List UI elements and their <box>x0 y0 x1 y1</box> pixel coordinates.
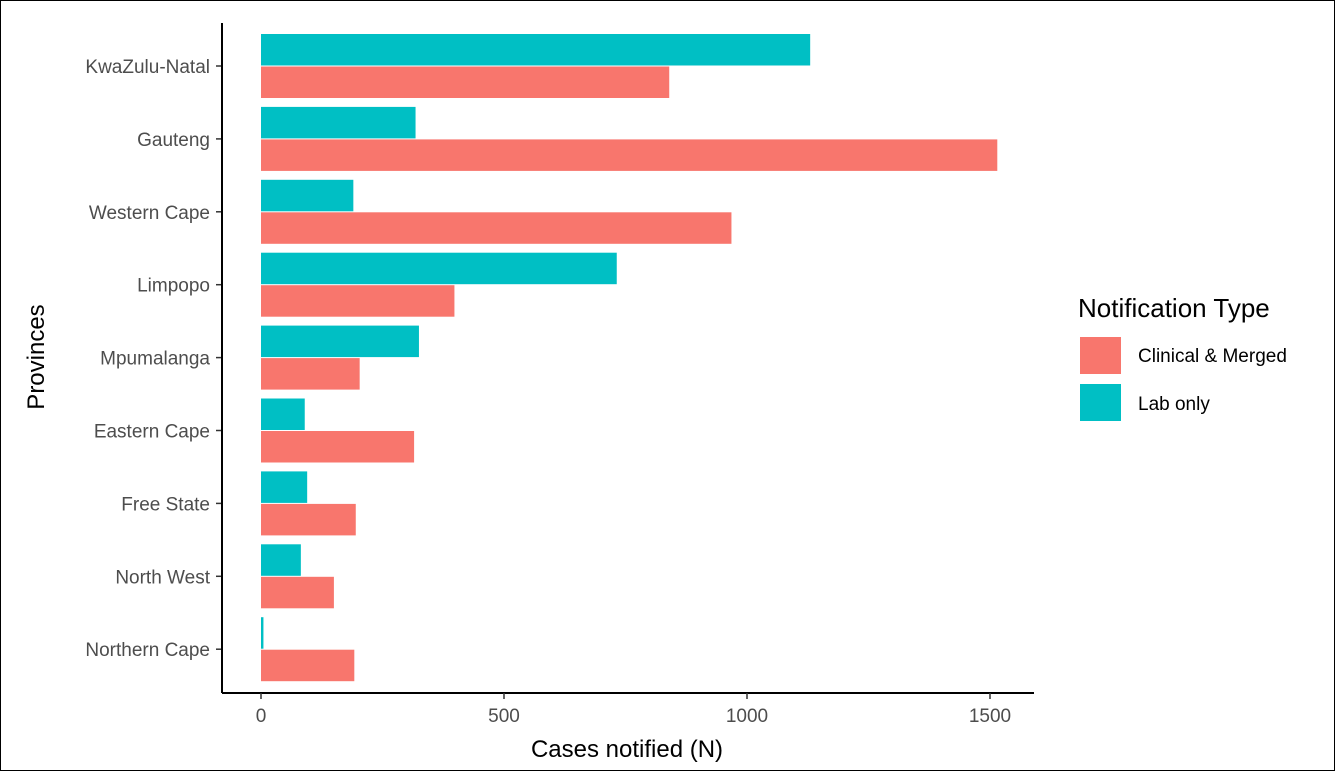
bar-free-state-lab-only <box>261 471 308 503</box>
bar-northern-cape-clinical-merged <box>261 649 355 682</box>
y-tick-label-north-west: North West <box>115 567 210 588</box>
bar-mpumalanga-clinical-merged <box>261 358 360 390</box>
bar-eastern-cape-clinical-merged <box>261 431 415 463</box>
y-tick-label-gauteng: Gauteng <box>137 130 210 151</box>
legend-label-clinical-merged: Clinical & Merged <box>1138 346 1287 367</box>
bars-layer <box>261 34 998 682</box>
bar-western-cape-clinical-merged <box>261 212 732 244</box>
legend: Notification Type Clinical & Merged Lab … <box>1078 293 1287 421</box>
y-axis-title: Provinces <box>23 304 50 409</box>
axes-layer: KwaZulu-Natal Gauteng Western Cape Limpopo M… <box>85 23 1034 727</box>
bar-mpumalanga-lab-only <box>261 325 419 358</box>
y-tick-label-western-cape: Western Cape <box>89 203 210 224</box>
bar-limpopo-lab-only <box>261 252 617 285</box>
x-axis-title: Cases notified (N) <box>531 736 723 763</box>
legend-key-clinical-merged <box>1080 337 1121 374</box>
x-tick-label-0: 0 <box>256 706 267 727</box>
x-tick-label-1000: 1000 <box>726 706 768 727</box>
bar-northern-cape-lab-only <box>261 617 264 649</box>
bar-north-west-lab-only <box>261 544 301 576</box>
y-tick-label-free-state: Free State <box>121 494 210 515</box>
bar-kwazulu-natal-lab-only <box>261 34 811 66</box>
legend-key-lab-only <box>1080 384 1121 421</box>
x-tick-label-500: 500 <box>488 706 520 727</box>
y-tick-label-kwazulu-natal: KwaZulu-Natal <box>85 57 210 78</box>
bar-limpopo-clinical-merged <box>261 285 455 317</box>
bar-eastern-cape-lab-only <box>261 398 305 430</box>
legend-title: Notification Type <box>1078 293 1270 323</box>
y-tick-label-northern-cape: Northern Cape <box>85 640 210 661</box>
bar-gauteng-lab-only <box>261 106 416 139</box>
x-tick-label-1500: 1500 <box>969 706 1011 727</box>
bar-gauteng-clinical-merged <box>261 139 998 171</box>
bar-north-west-clinical-merged <box>261 576 334 609</box>
bar-kwazulu-natal-clinical-merged <box>261 66 670 98</box>
y-tick-label-eastern-cape: Eastern Cape <box>94 422 210 443</box>
bar-western-cape-lab-only <box>261 179 354 212</box>
y-tick-label-mpumalanga: Mpumalanga <box>100 349 210 370</box>
bar-free-state-clinical-merged <box>261 503 356 536</box>
legend-label-lab-only: Lab only <box>1138 394 1210 415</box>
y-tick-label-limpopo: Limpopo <box>137 276 210 297</box>
